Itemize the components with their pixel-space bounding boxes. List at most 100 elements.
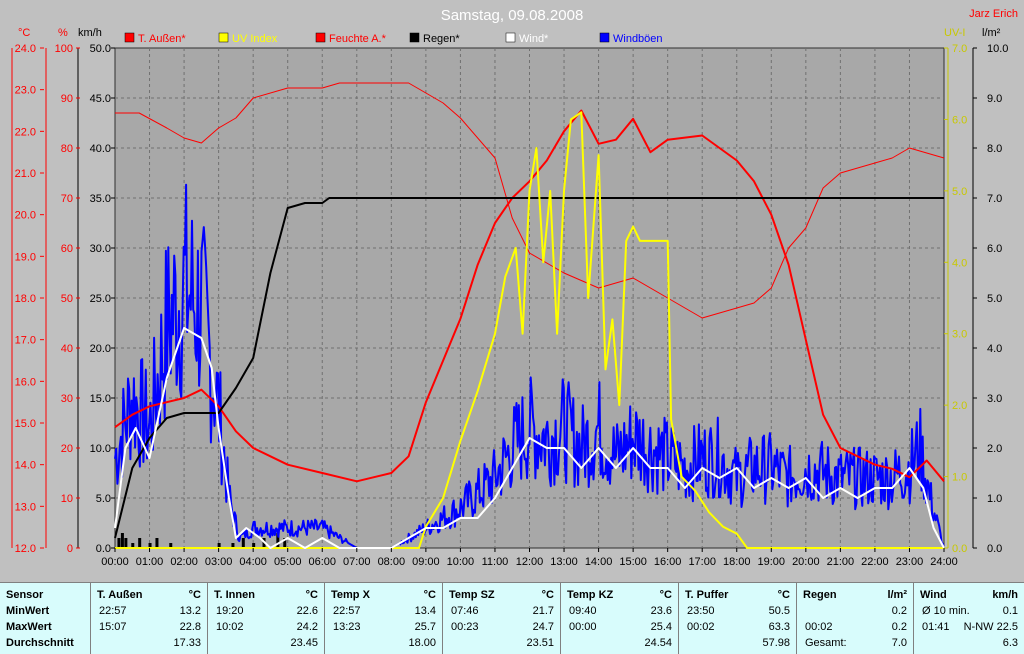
tick-label-rain: 4.0 xyxy=(987,343,1002,355)
legend-swatch xyxy=(505,32,516,43)
stats-cell: 50.5 xyxy=(768,605,790,617)
tick-label-rain: 2.0 xyxy=(987,443,1002,455)
stats-column: T. Puffer °C 23:50 50.5 00:02 63.3 57.98 xyxy=(678,583,796,654)
axis-label-wind: km/h xyxy=(78,27,102,39)
x-tick-label: 24:00 xyxy=(930,556,958,568)
tick-label-wind: 50.0 xyxy=(90,43,111,55)
stats-cell: 00:00 xyxy=(569,621,597,633)
tick-label-temp: 19.0 xyxy=(15,251,36,263)
tick-label-humidity: 40 xyxy=(61,343,73,355)
stats-label-column: Sensor MinWert MaxWert Durchschnitt xyxy=(0,583,90,654)
rain-bar xyxy=(155,538,159,548)
series-uv-index xyxy=(115,111,944,549)
stats-cell: 24.7 xyxy=(532,621,554,633)
stats-cell: 13.4 xyxy=(414,605,436,617)
tick-label-rain: 7.0 xyxy=(987,193,1002,205)
stats-cell: 01:41 xyxy=(922,621,950,633)
series-windböen xyxy=(114,183,945,549)
stats-cell: 25.7 xyxy=(414,621,436,633)
stats-cell: 0.2 xyxy=(891,621,907,633)
tick-label-temp: 14.0 xyxy=(15,460,36,472)
x-tick-label: 11:00 xyxy=(482,556,509,568)
stats-cell: T. Innen xyxy=(214,589,255,601)
tick-label-humidity: 10 xyxy=(61,493,73,505)
x-tick-label: 15:00 xyxy=(619,556,647,568)
tick-label-rain: 9.0 xyxy=(987,93,1002,105)
rain-bar xyxy=(124,538,128,548)
x-tick-label: 20:00 xyxy=(792,556,820,568)
stats-cell: 00:02 xyxy=(805,621,833,633)
stats-cell: °C xyxy=(423,589,436,601)
x-tick-label: 13:00 xyxy=(550,556,578,568)
axis-label-temp: °C xyxy=(18,27,30,39)
legend: T. Außen* UV Index Feuchte A.* Regen* Wind* W… xyxy=(124,32,663,45)
tick-label-humidity: 30 xyxy=(61,393,73,405)
series-regen- xyxy=(114,197,944,539)
row-label-min: MinWert xyxy=(6,605,50,617)
tick-label-humidity: 60 xyxy=(61,243,73,255)
x-tick-label: 05:00 xyxy=(274,556,302,568)
tick-label-wind: 30.0 xyxy=(90,243,111,255)
stats-cell: 18.00 xyxy=(408,637,436,649)
x-tick-label: 03:00 xyxy=(205,556,233,568)
x-tick-label: 09:00 xyxy=(412,556,440,568)
legend-swatch xyxy=(315,32,326,43)
stats-cell: T. Puffer xyxy=(685,589,729,601)
stats-cell: °C xyxy=(659,589,672,601)
x-tick-label: 06:00 xyxy=(308,556,336,568)
stats-cell: 15:07 xyxy=(99,621,127,633)
rain-bar xyxy=(283,538,287,548)
x-tick-label: 23:00 xyxy=(896,556,924,568)
stats-cell: N-NW 22.5 xyxy=(963,621,1018,633)
axis-label-uv: UV-I xyxy=(944,27,965,39)
stats-cell: °C xyxy=(777,589,790,601)
tick-label-uv: 7.0 xyxy=(952,43,967,55)
row-label-max: MaxWert xyxy=(6,621,52,633)
axis-label-rain: l/m² xyxy=(982,27,1001,39)
x-tick-label: 22:00 xyxy=(861,556,889,568)
x-tick-label: 04:00 xyxy=(239,556,267,568)
stats-cell: 7.0 xyxy=(891,637,907,649)
x-tick-label: 08:00 xyxy=(378,556,406,568)
tick-label-wind: 20.0 xyxy=(90,343,111,355)
stats-table: Sensor MinWert MaxWert Durchschnitt T. A… xyxy=(0,582,1024,654)
rain-bar xyxy=(276,533,280,548)
stats-cell: °C xyxy=(188,589,201,601)
stats-column: Temp SZ °C 07:46 21.7 00:23 24.7 23.51 xyxy=(442,583,560,654)
x-tick-label: 01:00 xyxy=(136,556,164,568)
legend-swatch xyxy=(218,32,229,43)
tick-label-uv: 2.0 xyxy=(952,400,967,412)
stats-cell: 25.4 xyxy=(650,621,672,633)
legend-label: Wind* xyxy=(519,33,549,45)
axes: 24.0 23.0 22.0 21.0 20.0 19.0 18.0 17.0 16.0 15.0… xyxy=(11,27,1008,568)
weather-chart: 24.0 23.0 22.0 21.0 20.0 19.0 18.0 17.0 16.0 15.0… xyxy=(11,7,1018,568)
sensor-header: Sensor xyxy=(6,589,44,601)
rain-bar xyxy=(241,538,245,548)
tick-label-humidity: 0 xyxy=(67,543,73,555)
rain-bar xyxy=(138,538,142,548)
tick-label-temp: 18.0 xyxy=(15,293,36,305)
x-tick-label: 21:00 xyxy=(827,556,855,568)
tick-label-uv: 4.0 xyxy=(952,257,967,269)
tick-label-wind: 5.0 xyxy=(96,493,111,505)
tick-label-wind: 40.0 xyxy=(90,143,111,155)
stats-cell: l/m² xyxy=(887,589,907,601)
stats-cell: 57.98 xyxy=(762,637,790,649)
tick-label-wind: 0.0 xyxy=(96,543,111,555)
stats-cell: km/h xyxy=(992,589,1018,601)
tick-label-wind: 35.0 xyxy=(90,193,111,205)
stats-cell: Wind xyxy=(920,589,947,601)
series-lines xyxy=(114,82,945,549)
x-tick-label: 19:00 xyxy=(758,556,786,568)
stats-cell: 21.7 xyxy=(532,605,554,617)
legend-label: Regen* xyxy=(423,33,460,45)
stats-cell: Gesamt: xyxy=(805,637,847,649)
rain-bar xyxy=(252,543,256,548)
stats-cell: 63.3 xyxy=(768,621,790,633)
tick-label-rain: 10.0 xyxy=(987,43,1008,55)
stats-cell: 22.6 xyxy=(296,605,318,617)
series-wind- xyxy=(114,327,945,549)
tick-label-humidity: 50 xyxy=(61,293,73,305)
row-label-avg: Durchschnitt xyxy=(6,637,74,649)
stats-cell: °C xyxy=(541,589,554,601)
